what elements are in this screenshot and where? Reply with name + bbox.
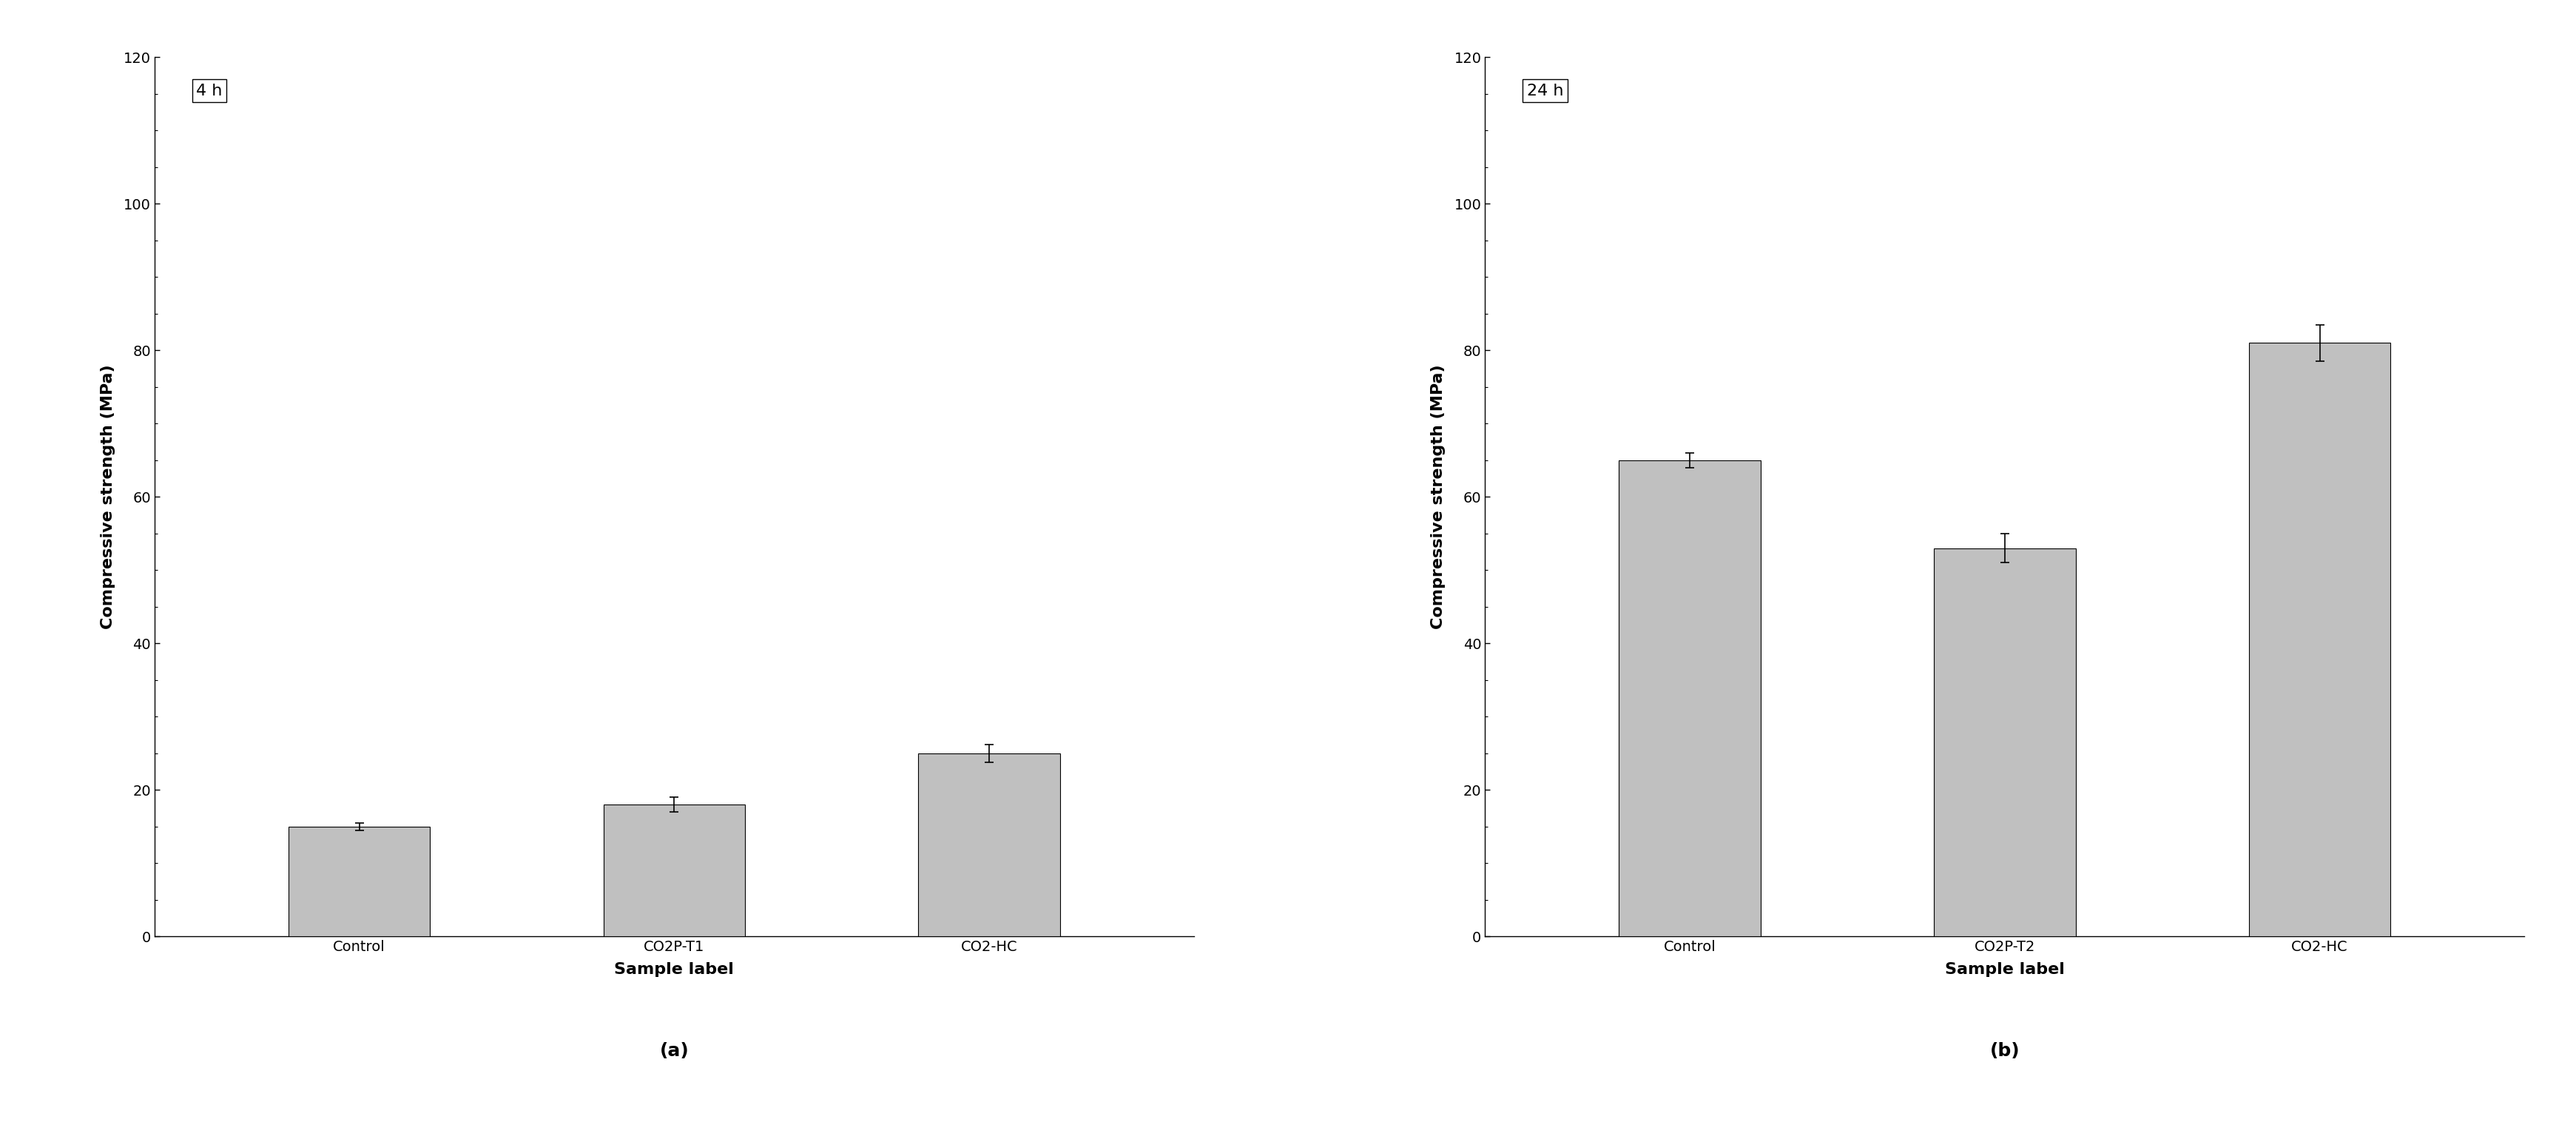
Bar [2249,343,2391,936]
Y-axis label: Compressive strength (MPa): Compressive strength (MPa) [1432,364,1445,629]
Text: (a): (a) [659,1042,688,1060]
Text: 24 h: 24 h [1528,83,1564,98]
X-axis label: Sample label: Sample label [616,963,734,978]
Y-axis label: Compressive strength (MPa): Compressive strength (MPa) [100,364,116,629]
X-axis label: Sample label: Sample label [1945,963,2063,978]
Bar [1618,460,1759,936]
Bar [920,754,1061,936]
Bar [603,805,744,936]
Text: 4 h: 4 h [196,83,222,98]
Bar [289,827,430,936]
Text: (b): (b) [1989,1042,2020,1060]
Bar [1935,548,2076,936]
